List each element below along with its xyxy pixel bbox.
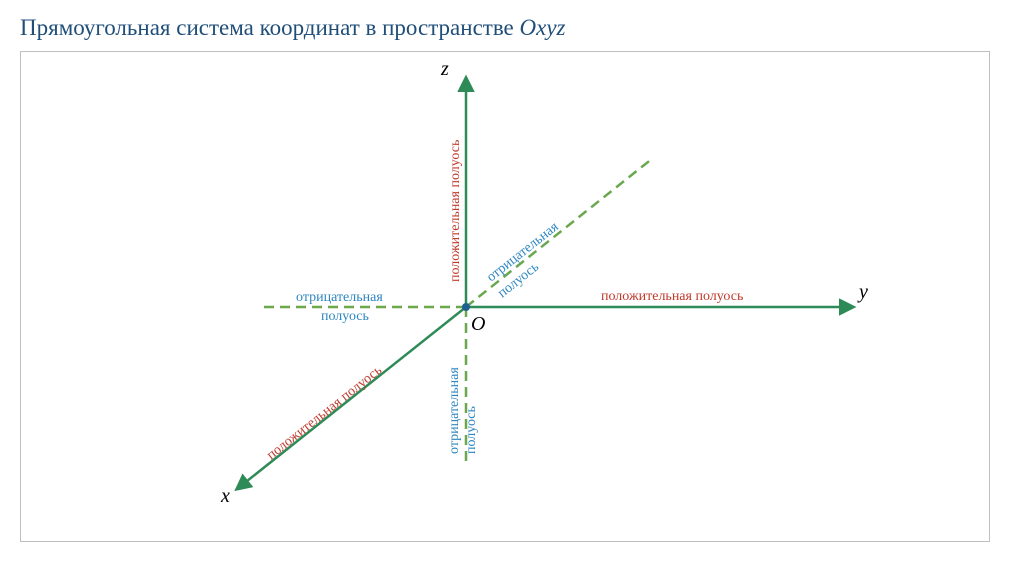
y-axis-label: y bbox=[857, 281, 868, 303]
z-negative-label-2: полуось bbox=[464, 406, 479, 454]
z-negative-label-1: отрицательная bbox=[447, 367, 462, 454]
z-positive-label: положительная полуось bbox=[448, 140, 463, 282]
y-positive-label: положительная полуось bbox=[601, 289, 743, 304]
title-system-name: Oxyz bbox=[520, 15, 566, 40]
y-negative-label-1: отрицательная bbox=[296, 290, 383, 305]
origin-point bbox=[462, 303, 470, 311]
origin-label: O bbox=[471, 313, 485, 335]
x-positive-label: положительная полуось bbox=[264, 363, 385, 463]
z-axis-label: z bbox=[440, 58, 449, 80]
page-title: Прямоугольная система координат в простр… bbox=[20, 15, 1004, 41]
y-negative-label-2: полуось bbox=[321, 309, 369, 324]
diagram-frame: z y x O положительная полуось отрицатель… bbox=[20, 51, 990, 542]
x-axis-label: x bbox=[220, 485, 230, 507]
title-text: Прямоугольная система координат в простр… bbox=[20, 15, 520, 40]
coordinate-diagram: z y x O положительная полуось отрицатель… bbox=[21, 52, 989, 541]
